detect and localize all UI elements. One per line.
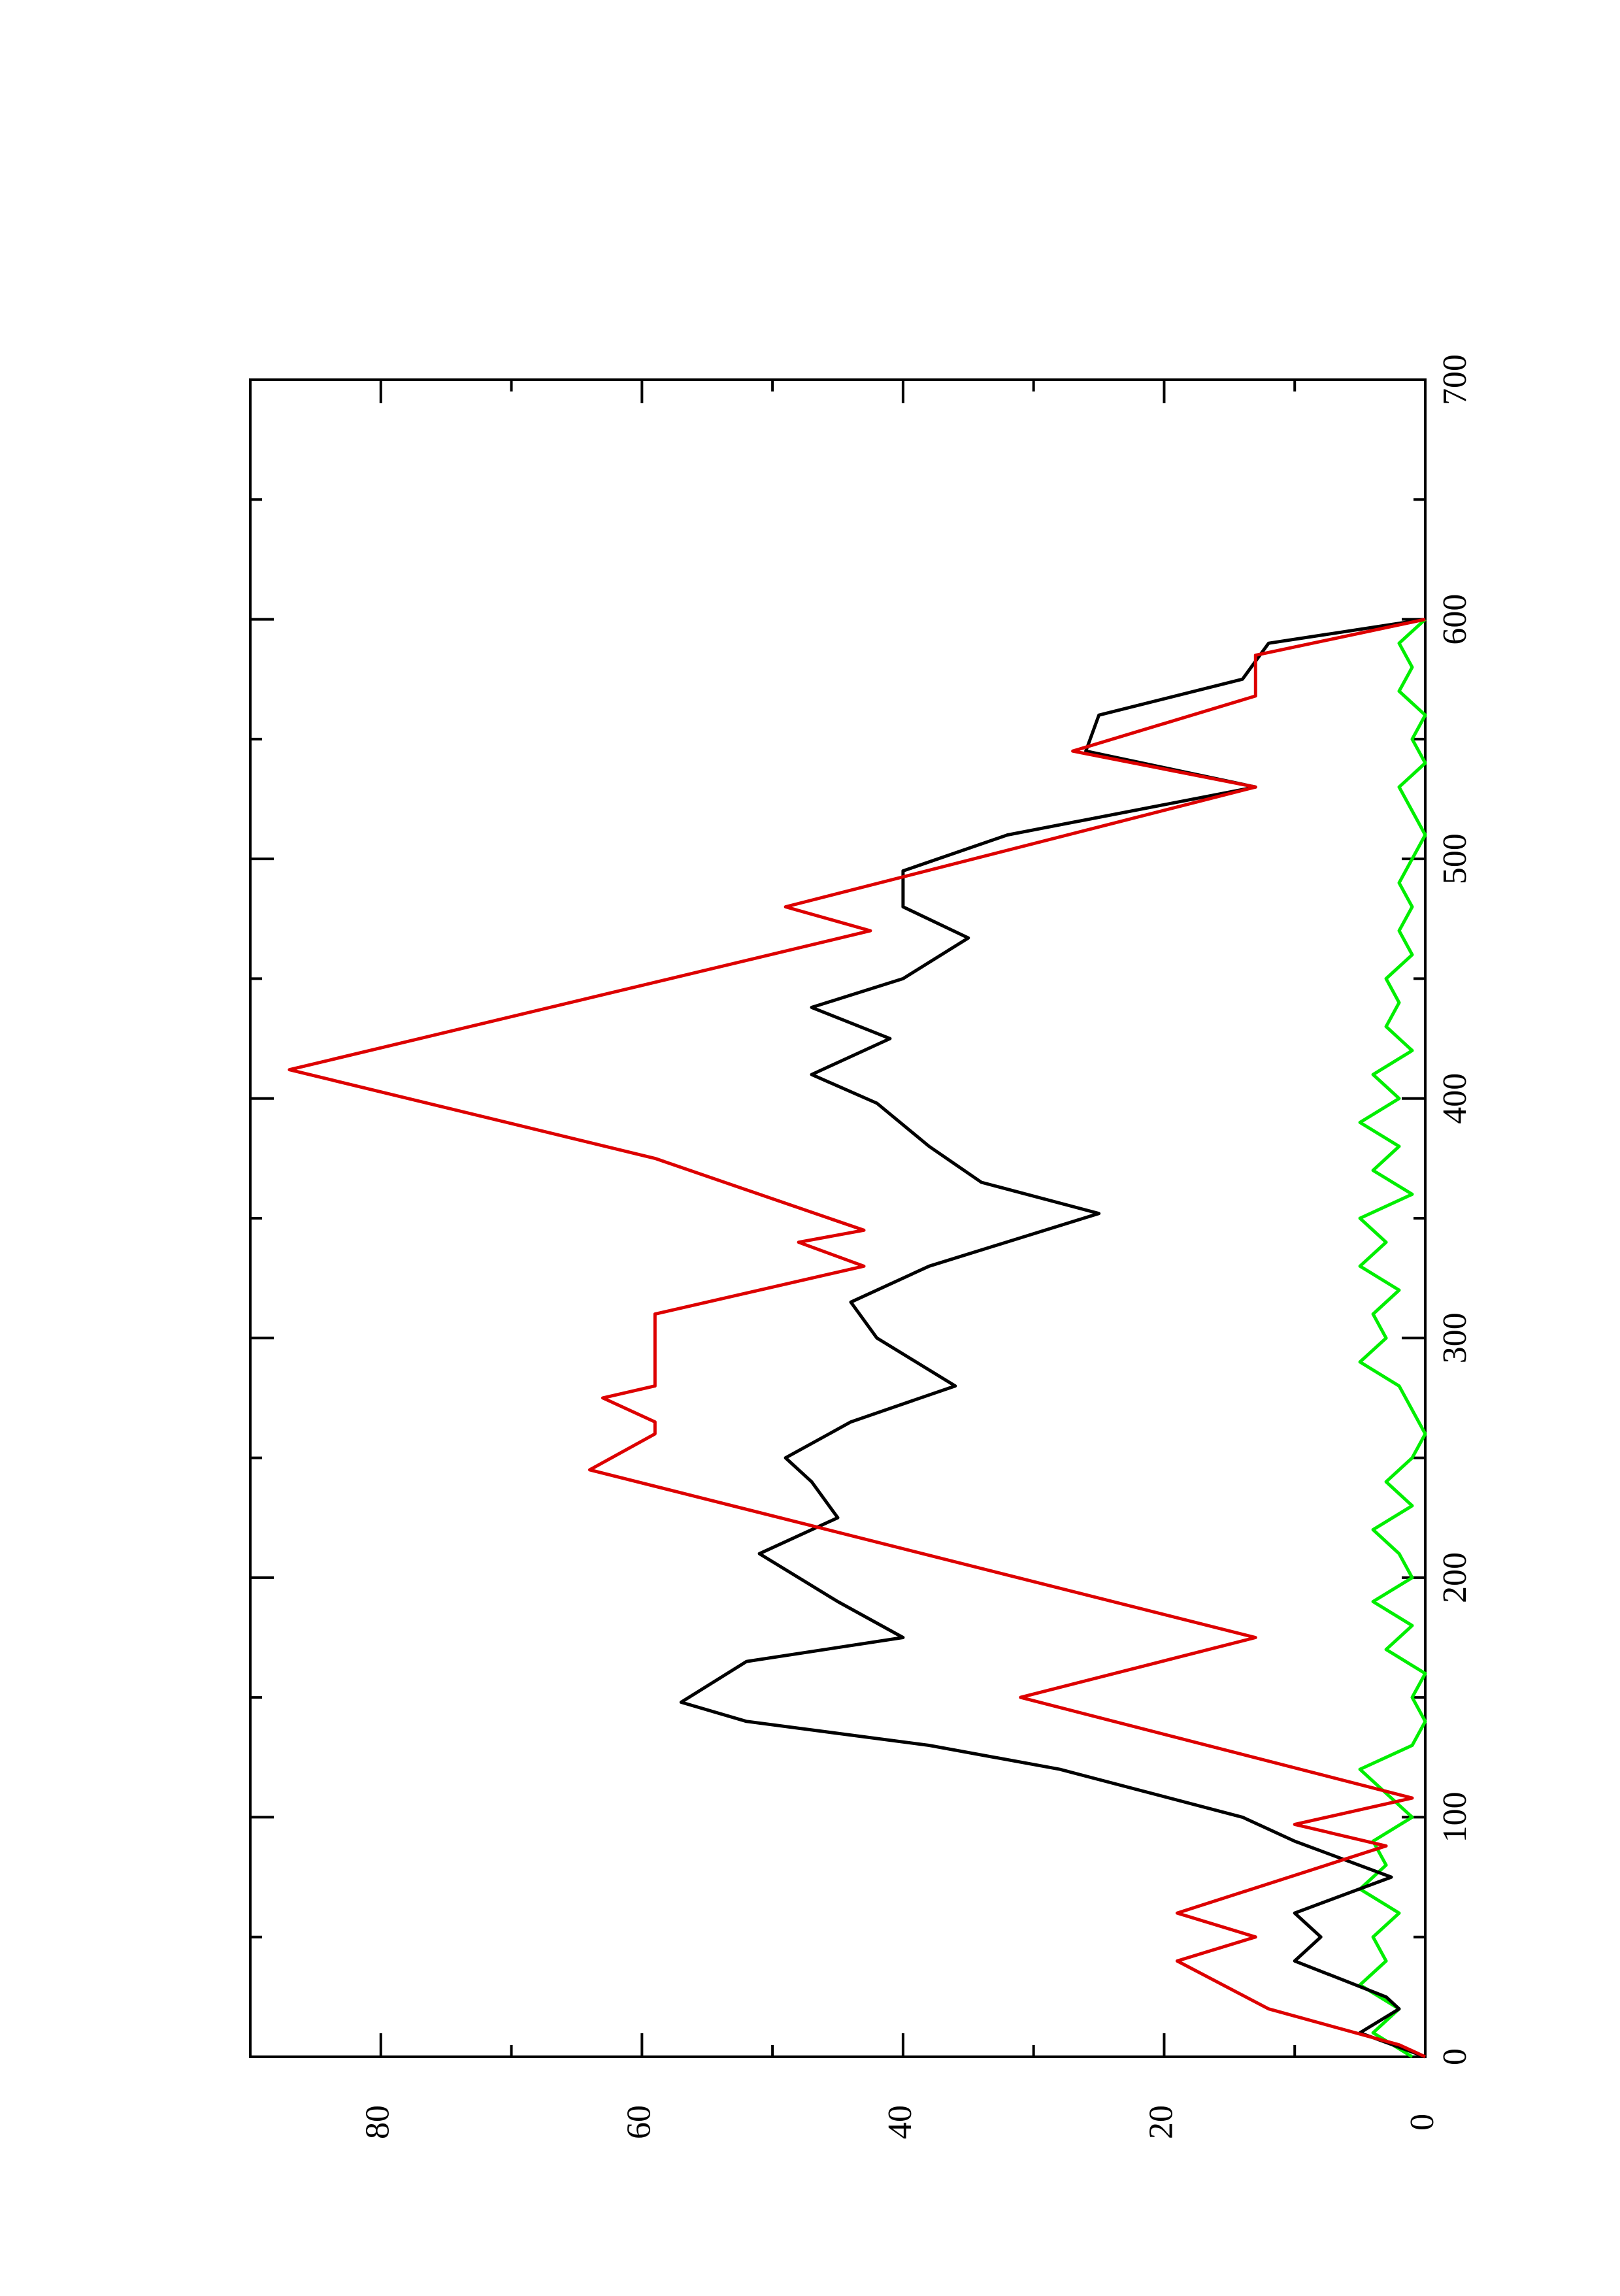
y-tick-label: 60 xyxy=(620,2105,657,2139)
y-tick-label: 40 xyxy=(882,2105,919,2139)
y-tick-label: 20 xyxy=(1142,2105,1180,2139)
y-tick-label: 0 xyxy=(1404,2114,1441,2131)
x-tick-label: 200 xyxy=(1436,1552,1474,1603)
x-tick-label: 300 xyxy=(1436,1312,1474,1363)
x-tick-label: 400 xyxy=(1436,1073,1474,1124)
series-line xyxy=(1358,618,1427,2059)
x-tick-label: 600 xyxy=(1436,594,1474,645)
x-tick-label: 500 xyxy=(1436,833,1474,884)
series-line xyxy=(288,618,1427,2059)
x-tick-label: 0 xyxy=(1436,2048,1474,2065)
x-tick-label: 700 xyxy=(1436,354,1474,405)
plot-frame xyxy=(249,378,1427,2058)
series-line xyxy=(679,618,1426,2059)
y-tick-label: 80 xyxy=(359,2105,397,2139)
x-tick-label: 100 xyxy=(1436,1791,1474,1842)
